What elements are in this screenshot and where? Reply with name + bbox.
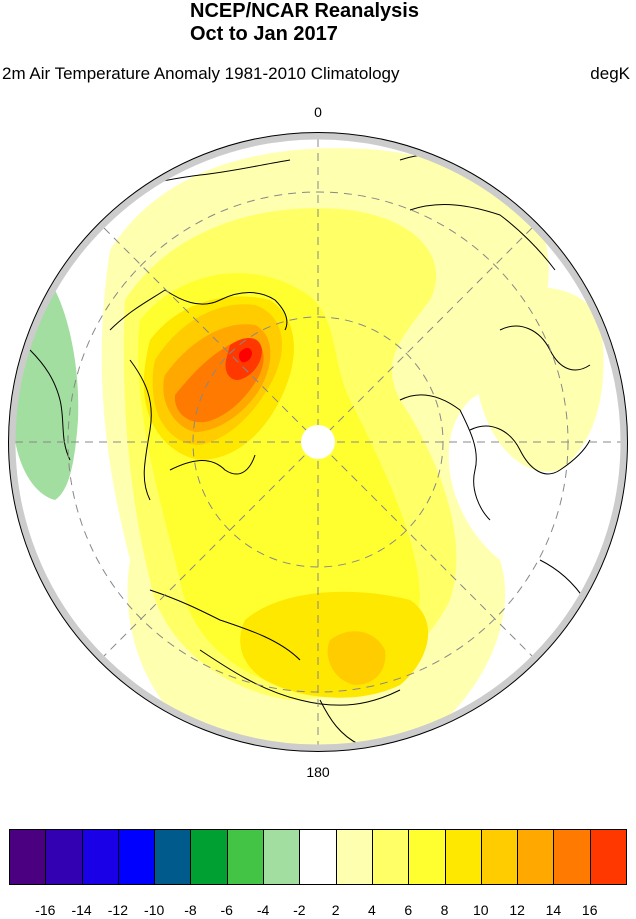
anomaly-region-2-east	[465, 286, 604, 472]
colorbar-swatch	[226, 829, 265, 885]
colorbar-labels: -16 -14 -12 -10 -8 -6 -4 -2 2 4 6 8 10 12 14 16	[9, 829, 626, 919]
colorbar-tick-label: -8	[184, 902, 197, 918]
colorbar-tick-label: 6	[404, 902, 413, 918]
colorbar-tick-label: 12	[509, 902, 525, 918]
colorbar-tick-label: 16	[581, 902, 598, 918]
units-label: degK	[590, 64, 630, 83]
colorbar-tick-label: 2	[331, 902, 340, 918]
title-line-2: Oct to Jan 2017	[190, 23, 338, 45]
anomaly-region-18	[238, 348, 252, 363]
title-line-1: NCEP/NCAR Reanalysis	[190, 0, 419, 22]
colorbar	[9, 829, 627, 887]
colorbar-swatch	[154, 829, 192, 885]
colorbar-swatch	[190, 829, 228, 885]
colorbar-tick-label: 14	[545, 902, 562, 918]
colorbar-swatch	[45, 829, 83, 885]
subtitle: 2m Air Temperature Anomaly 1981-2010 Cli…	[2, 64, 400, 83]
colorbar-tick-label: -14	[71, 902, 92, 918]
colorbar-tick-label: -4	[256, 902, 270, 918]
pole-hole	[301, 425, 335, 459]
colorbar-swatch	[299, 829, 337, 885]
colorbar-tick-label: 8	[440, 902, 449, 918]
colorbar-tick-label: 4	[368, 902, 376, 918]
map-rim	[8, 132, 628, 752]
colorbar-tick-label: -16	[35, 902, 56, 918]
colorbar-tick-label: -12	[107, 902, 128, 918]
graticule	[15, 139, 621, 745]
colorbar-swatch	[371, 829, 410, 885]
colorbar-swatch	[517, 829, 555, 885]
colorbar-tick-label: -2	[293, 902, 306, 918]
colorbar-swatch	[9, 829, 47, 885]
longitude-label-0: 0	[314, 104, 322, 120]
colorbar-tick-label: 10	[473, 902, 489, 918]
colorbar-swatch	[263, 829, 301, 885]
anomaly-region-10-south	[327, 631, 386, 685]
colorbar-swatch	[589, 829, 627, 885]
colorbar-tick-label: -10	[144, 902, 165, 918]
colorbar-tick-label: -6	[220, 902, 233, 918]
colorbar-swatch	[117, 829, 156, 885]
longitude-label-180: 180	[306, 764, 330, 780]
map-border	[8, 132, 628, 752]
